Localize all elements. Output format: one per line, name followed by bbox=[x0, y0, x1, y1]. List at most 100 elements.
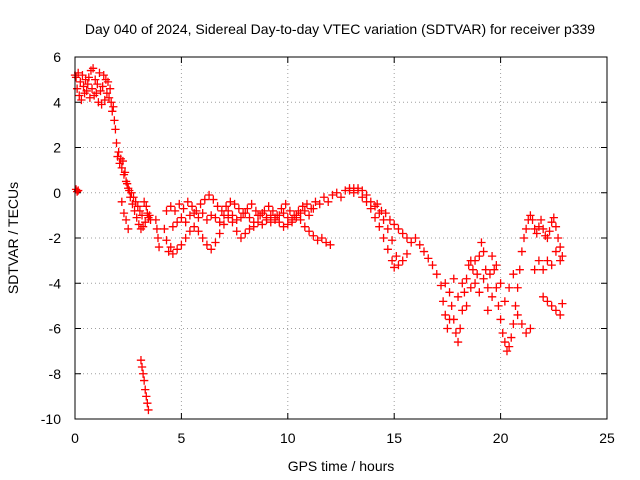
data-point bbox=[112, 138, 121, 148]
data-point bbox=[236, 233, 246, 243]
data-point bbox=[198, 208, 207, 218]
data-point bbox=[102, 89, 112, 98]
data-point bbox=[243, 204, 252, 213]
data-point bbox=[137, 362, 147, 372]
data-point bbox=[82, 86, 91, 96]
data-point bbox=[494, 301, 503, 311]
data-point bbox=[228, 211, 237, 220]
data-point bbox=[475, 288, 484, 297]
data-point bbox=[436, 281, 446, 290]
data-point bbox=[383, 224, 392, 234]
data-point bbox=[78, 70, 87, 80]
data-point bbox=[332, 188, 341, 197]
data-point bbox=[187, 202, 197, 211]
data-point bbox=[213, 202, 222, 211]
x-tick-label: 20 bbox=[493, 430, 509, 446]
data-point bbox=[556, 310, 565, 320]
data-point bbox=[183, 197, 192, 206]
data-point bbox=[453, 292, 463, 301]
data-point bbox=[321, 238, 331, 247]
data-point bbox=[394, 224, 403, 234]
grid-lines bbox=[75, 57, 607, 419]
data-point bbox=[468, 265, 478, 274]
data-point bbox=[509, 319, 518, 329]
data-point bbox=[470, 279, 480, 288]
data-point bbox=[315, 199, 324, 209]
y-tick-label: 0 bbox=[53, 185, 61, 201]
data-point bbox=[319, 193, 329, 202]
data-point bbox=[449, 274, 458, 283]
y-tick-label: 4 bbox=[53, 94, 61, 110]
data-point bbox=[207, 211, 216, 220]
data-point bbox=[207, 245, 216, 254]
data-point bbox=[381, 208, 390, 218]
data-point bbox=[138, 222, 148, 231]
data-point bbox=[151, 215, 161, 225]
data-point bbox=[530, 265, 539, 274]
data-point bbox=[390, 220, 399, 229]
data-point bbox=[98, 82, 107, 91]
data-point bbox=[377, 206, 386, 215]
data-point bbox=[383, 245, 392, 254]
data-point bbox=[99, 70, 108, 80]
data-point bbox=[419, 247, 429, 256]
data-point bbox=[504, 283, 514, 292]
data-point bbox=[521, 328, 531, 338]
data-point bbox=[402, 249, 412, 258]
data-point bbox=[279, 222, 288, 231]
y-tick-label: -6 bbox=[49, 321, 62, 337]
data-point bbox=[170, 206, 180, 215]
data-point bbox=[539, 292, 548, 301]
data-point bbox=[553, 233, 563, 243]
data-point bbox=[451, 328, 461, 338]
data-point bbox=[166, 242, 175, 252]
data-point bbox=[185, 211, 195, 220]
data-point bbox=[487, 292, 497, 301]
data-point bbox=[162, 206, 171, 215]
data-point bbox=[194, 227, 203, 236]
y-tick-label: 2 bbox=[53, 140, 61, 156]
data-point bbox=[245, 224, 254, 234]
data-point bbox=[85, 93, 95, 102]
data-point bbox=[219, 220, 229, 229]
data-point bbox=[211, 213, 220, 222]
data-point bbox=[443, 324, 452, 333]
data-point bbox=[551, 222, 561, 231]
data-point bbox=[153, 233, 163, 243]
data-point bbox=[534, 222, 544, 231]
data-point bbox=[345, 186, 354, 195]
data-point bbox=[275, 218, 284, 227]
y-axis-label: SDTVAR / TECUs bbox=[5, 182, 21, 294]
data-point bbox=[232, 227, 241, 236]
data-point bbox=[428, 261, 437, 270]
data-point bbox=[230, 199, 239, 209]
data-point bbox=[536, 215, 546, 225]
data-point bbox=[202, 240, 212, 249]
data-point bbox=[221, 202, 231, 211]
data-point bbox=[532, 229, 541, 238]
data-point bbox=[133, 202, 142, 211]
data-point bbox=[407, 238, 416, 247]
data-point bbox=[141, 385, 150, 394]
data-point bbox=[379, 233, 388, 243]
data-point bbox=[287, 218, 297, 227]
data-point bbox=[79, 82, 88, 91]
tick-labels: 0 5 10 15 20 25 -10 -8 -6 -4 -2 0 2 4 6 bbox=[41, 49, 615, 446]
data-point bbox=[285, 206, 295, 215]
data-point bbox=[224, 213, 233, 222]
data-point bbox=[140, 376, 149, 385]
data-point bbox=[134, 220, 143, 229]
data-point bbox=[124, 224, 133, 234]
data-point bbox=[545, 227, 554, 236]
data-point bbox=[74, 186, 83, 195]
data-point bbox=[122, 179, 132, 188]
data-point bbox=[226, 197, 235, 206]
data-point bbox=[83, 80, 92, 89]
data-point bbox=[103, 77, 113, 87]
data-point bbox=[432, 270, 441, 279]
data-point bbox=[556, 256, 565, 265]
data-point bbox=[177, 213, 186, 222]
data-point bbox=[172, 245, 182, 254]
data-point bbox=[556, 242, 565, 252]
